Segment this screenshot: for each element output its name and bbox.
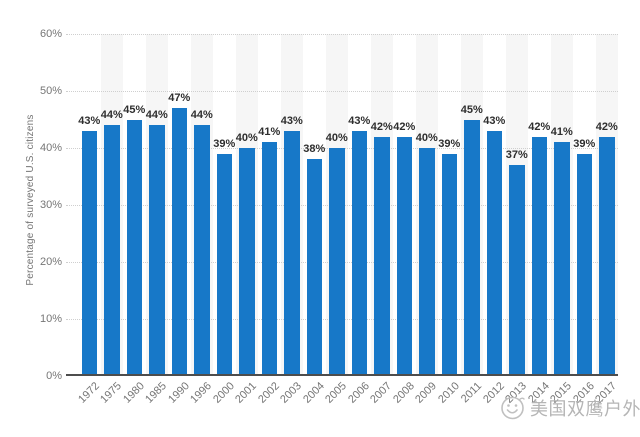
x-axis-tick-label: 2004 xyxy=(300,380,327,406)
x-axis-tick-label: 2007 xyxy=(368,380,395,406)
value-label: 42% xyxy=(528,120,551,133)
value-label: 42% xyxy=(595,120,618,133)
y-axis-tick-label: 0% xyxy=(46,370,62,382)
bar-2008[interactable] xyxy=(396,136,412,376)
x-axis-tick-label: 1980 xyxy=(120,380,147,406)
value-label: 39% xyxy=(573,137,596,150)
watermark-text: 美国双鹰户外 xyxy=(530,398,640,419)
bar-2015[interactable] xyxy=(554,142,570,376)
bar-1996[interactable] xyxy=(194,125,210,376)
bar-1975[interactable] xyxy=(104,125,120,376)
value-label: 41% xyxy=(258,126,281,139)
x-axis-tick-label: 2006 xyxy=(345,380,372,406)
y-axis-tick-label: 30% xyxy=(39,199,62,211)
value-label: 39% xyxy=(213,137,236,150)
x-axis-tick-label: 2005 xyxy=(323,380,350,406)
x-axis-tick-label: 1990 xyxy=(165,380,192,406)
bar-2017[interactable] xyxy=(599,136,615,376)
value-label: 44% xyxy=(145,109,168,122)
bar-2000[interactable] xyxy=(216,153,232,376)
y-axis-tick-label: 20% xyxy=(39,256,62,268)
x-axis-tick-label: 1975 xyxy=(98,380,125,406)
smiley-face-icon xyxy=(501,396,525,420)
y-axis-tick-label: 10% xyxy=(39,313,62,325)
value-label: 37% xyxy=(505,149,528,162)
value-label: 40% xyxy=(415,132,438,144)
bar-2002[interactable] xyxy=(261,142,277,376)
value-label: 42% xyxy=(393,120,416,133)
value-label: 47% xyxy=(168,92,191,105)
x-axis-tick-label: 2009 xyxy=(413,380,440,406)
x-axis-tick-label: 2003 xyxy=(278,380,305,406)
value-label: 43% xyxy=(483,114,506,127)
value-label: 40% xyxy=(325,132,348,144)
bar-1980[interactable] xyxy=(126,119,142,376)
bar-2005[interactable] xyxy=(329,148,345,376)
bar-2007[interactable] xyxy=(374,136,390,376)
gridline xyxy=(66,91,618,92)
watermark: 美国双鹰户外 xyxy=(499,394,640,421)
x-axis-tick-label: 2000 xyxy=(210,380,237,406)
bar-2004[interactable] xyxy=(306,159,322,376)
bar-2010[interactable] xyxy=(441,153,457,376)
bar-2011[interactable] xyxy=(464,119,480,376)
x-axis-tick-label: 1996 xyxy=(188,380,215,406)
value-label: 43% xyxy=(78,114,101,127)
bar-1972[interactable] xyxy=(81,130,97,376)
bar-1985[interactable] xyxy=(149,125,165,376)
value-label: 45% xyxy=(460,103,483,116)
value-label: 38% xyxy=(303,143,326,156)
y-axis-tick-label: 60% xyxy=(39,28,62,40)
bar-2001[interactable] xyxy=(239,148,255,376)
bar-2016[interactable] xyxy=(576,153,592,376)
y-axis-tick-label: 50% xyxy=(39,85,62,97)
value-label: 44% xyxy=(100,109,123,122)
x-axis-tick-label: 2008 xyxy=(390,380,417,406)
y-axis-tick-label: 40% xyxy=(39,142,62,154)
x-axis-line xyxy=(66,374,618,376)
gridline xyxy=(66,34,618,35)
bar-2003[interactable] xyxy=(284,130,300,376)
value-label: 44% xyxy=(190,109,213,122)
bar-2014[interactable] xyxy=(531,136,547,376)
value-label: 43% xyxy=(280,114,303,127)
bar-2006[interactable] xyxy=(351,130,367,376)
x-axis-tick-label: 2002 xyxy=(255,380,282,406)
bar-1990[interactable] xyxy=(171,108,187,376)
x-axis-tick-label: 2001 xyxy=(233,380,260,406)
value-label: 40% xyxy=(235,132,258,144)
value-label: 41% xyxy=(550,126,573,139)
value-label: 39% xyxy=(438,137,461,150)
bar-2012[interactable] xyxy=(486,130,502,376)
bar-2013[interactable] xyxy=(509,165,525,376)
value-label: 43% xyxy=(348,114,371,127)
value-label: 42% xyxy=(370,120,393,133)
value-label: 45% xyxy=(123,103,146,116)
x-axis-tick-label: 1972 xyxy=(75,380,102,406)
x-axis-tick-label: 2010 xyxy=(435,380,462,406)
x-axis-tick-label: 2011 xyxy=(459,380,485,406)
x-axis-tick-label: 1985 xyxy=(143,380,170,406)
bar-2009[interactable] xyxy=(419,148,435,376)
